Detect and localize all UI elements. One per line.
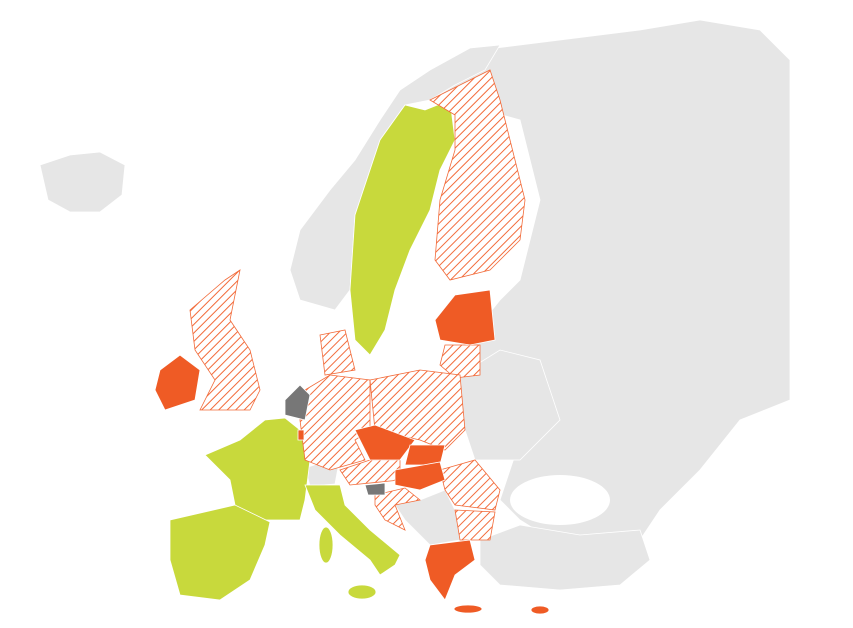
united-kingdom	[189, 269, 261, 411]
sweden	[349, 99, 456, 356]
croatia	[374, 487, 421, 531]
gray-countries	[284, 384, 386, 496]
denmark	[319, 329, 356, 376]
hungary	[394, 461, 446, 491]
other-land	[39, 19, 791, 591]
netherlands	[284, 384, 311, 421]
czech-republic	[354, 424, 416, 461]
black-sea	[510, 475, 610, 525]
sicily	[347, 584, 377, 600]
iceland	[39, 151, 126, 213]
crete	[453, 604, 483, 614]
belarus-ukraine	[459, 349, 561, 461]
romania	[439, 459, 501, 511]
estonia-latvia	[434, 289, 496, 346]
greece	[424, 539, 476, 601]
cyprus	[530, 605, 550, 615]
bulgaria	[454, 509, 496, 541]
luxembourg	[297, 429, 305, 441]
lime-countries	[169, 99, 456, 601]
orange-countries	[154, 289, 550, 615]
turkey	[479, 524, 651, 591]
sardinia	[318, 526, 334, 564]
hatched-countries	[189, 69, 526, 541]
italy	[304, 484, 401, 576]
germany	[299, 374, 371, 471]
ireland	[154, 354, 201, 411]
spain-portugal	[169, 504, 271, 601]
slovenia	[364, 482, 386, 496]
finland	[429, 69, 526, 281]
lithuania	[439, 344, 481, 379]
france-belgium	[204, 417, 311, 521]
